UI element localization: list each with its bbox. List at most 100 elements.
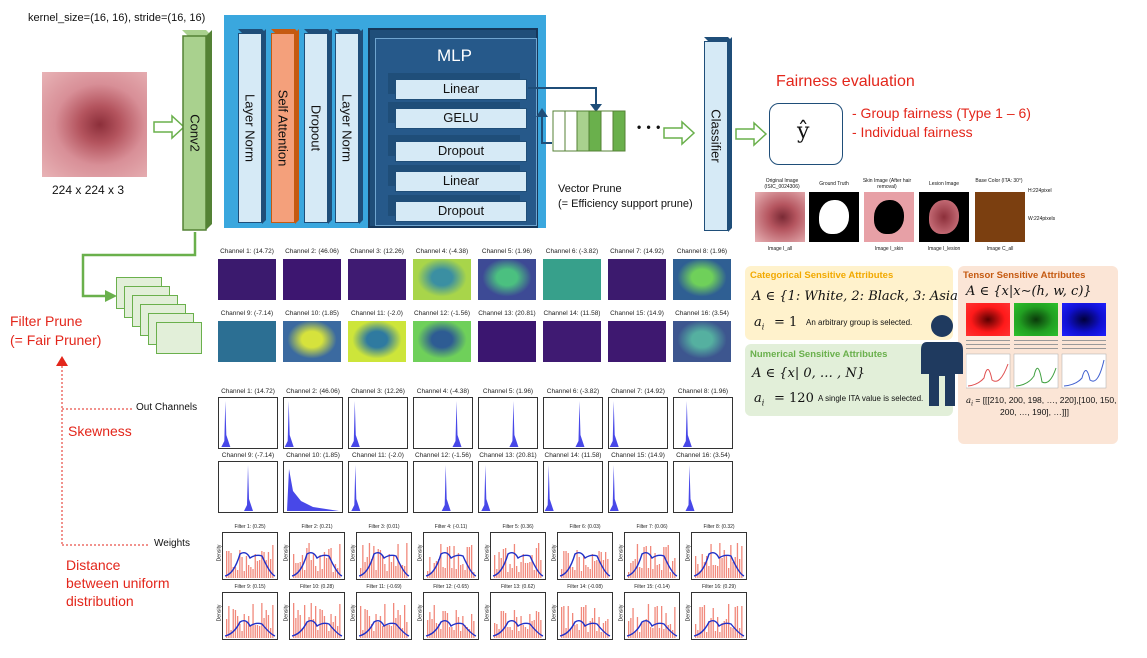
weight-bar: [505, 548, 507, 578]
weight-bar: [310, 560, 312, 578]
weight-bar: [641, 623, 643, 638]
weight-bar: [397, 610, 399, 638]
weight-bar: [267, 552, 270, 578]
histogram-bar: [351, 465, 361, 511]
weight-bar: [591, 554, 594, 578]
original-image: [755, 192, 805, 242]
weight-bar: [373, 546, 375, 578]
channel-histogram-label: Channel 16: (3.54): [676, 452, 730, 459]
histogram-bar: [544, 465, 554, 511]
histogram-bar: [509, 401, 519, 447]
histogram-bar: [682, 401, 692, 447]
weight-bar: [241, 557, 243, 578]
weight-bar: [382, 626, 384, 638]
weight-bar: [535, 548, 538, 578]
mlp-linear-1: Linear: [395, 79, 527, 100]
histogram-bar: [609, 401, 619, 447]
channel-histogram-label: Channel 4: (-4.38): [416, 388, 470, 395]
strip-label: Base Color (ITA: 30°): [975, 178, 1023, 184]
weight-bar: [366, 557, 368, 578]
weight-bar: [319, 555, 321, 578]
distance-label-1: Distance: [66, 557, 121, 573]
kde-curve: [492, 551, 544, 577]
filter-density-plot: [624, 592, 680, 640]
channel-heatmap-label: Channel 5: (1.96): [481, 248, 533, 255]
weight-bar: [509, 564, 511, 578]
dropout-label: Dropout: [308, 104, 324, 152]
weight-bar: [665, 547, 667, 578]
weight-bar: [319, 609, 321, 638]
strip-label: Ground Truth: [819, 181, 849, 187]
weight-bar: [457, 617, 460, 638]
fairness-title: Fairness evaluation: [776, 73, 915, 90]
filter-density-plot: [222, 532, 278, 580]
channel-histogram-label: Channel 10: (1.85): [286, 452, 340, 459]
weight-bar: [714, 631, 717, 638]
weight-bar: [366, 610, 368, 638]
weight-bar: [393, 556, 395, 578]
hollow-arrow-icon: [153, 114, 186, 140]
weight-bar: [395, 618, 397, 638]
weight-bar: [252, 569, 254, 578]
histogram-bar: [287, 469, 339, 511]
channel-heatmap-label: Channel 7: (14.92): [610, 248, 664, 255]
filter-density-plot: [490, 592, 546, 640]
mlp-dropout-2: Dropout: [395, 201, 527, 222]
tensor-green-channel: [1014, 303, 1058, 336]
weight-bar: [254, 554, 256, 578]
weight-bar: [393, 603, 395, 638]
weight-bar: [710, 618, 712, 638]
weight-bar: [295, 618, 297, 638]
weight-bar: [561, 607, 563, 638]
kde-curve: [693, 619, 745, 637]
histogram-bar: [244, 465, 253, 511]
tensor-ai-line1: ai = [[[210, 200, 198, …, 220],[100, 150…: [966, 395, 1117, 408]
weight-bar: [435, 623, 438, 638]
weight-bar: [451, 568, 453, 578]
weight-bar: [567, 553, 569, 578]
kde-curve: [291, 619, 343, 637]
weight-bar: [674, 607, 676, 638]
weight-bar: [712, 608, 714, 638]
weight-bar: [589, 569, 591, 578]
weight-bar: [328, 549, 330, 578]
weight-bar: [516, 617, 518, 638]
classifier-label: Classifier: [708, 109, 724, 163]
weight-bar: [306, 548, 308, 578]
weight-bar: [399, 615, 401, 638]
channel-heatmap-grid: Channel 1: (14.72) Channel 2: (46.06) Chan…: [218, 248, 738, 378]
weight-bar: [382, 556, 384, 578]
weight-bar: [323, 616, 326, 638]
lesion-image: [919, 192, 969, 242]
weight-bar: [632, 561, 634, 578]
base-color-image: [975, 192, 1025, 242]
channel-heatmap: [608, 259, 666, 300]
channel-heatmap: [478, 259, 536, 300]
distance-label-3: distribution: [66, 593, 134, 609]
channel-histogram: [478, 397, 538, 449]
weight-bar: [375, 614, 377, 638]
weight-bar: [654, 553, 656, 578]
weight-bar: [703, 562, 706, 578]
weight-bar: [596, 631, 598, 638]
weight-bar: [390, 626, 393, 638]
channel-histogram-label: Channel 3: (12.26): [351, 388, 405, 395]
weight-bar: [245, 556, 248, 578]
histogram-bar: [575, 401, 585, 447]
kde-curve: [559, 551, 611, 577]
weight-bar: [270, 559, 272, 578]
weight-bar: [507, 627, 509, 638]
weight-bar: [578, 630, 580, 638]
weight-bar: [580, 571, 583, 578]
weight-bar: [732, 628, 734, 638]
weight-bar: [572, 567, 574, 578]
skin-image: [864, 192, 914, 242]
weight-bar: [540, 620, 542, 638]
weight-bar: [652, 628, 654, 638]
weight-bar: [464, 570, 466, 578]
weight-bar: [645, 619, 647, 638]
weight-bar: [663, 547, 665, 578]
weight-bar: [364, 609, 366, 638]
input-skin-image: [42, 72, 147, 177]
weight-bar: [368, 543, 371, 578]
